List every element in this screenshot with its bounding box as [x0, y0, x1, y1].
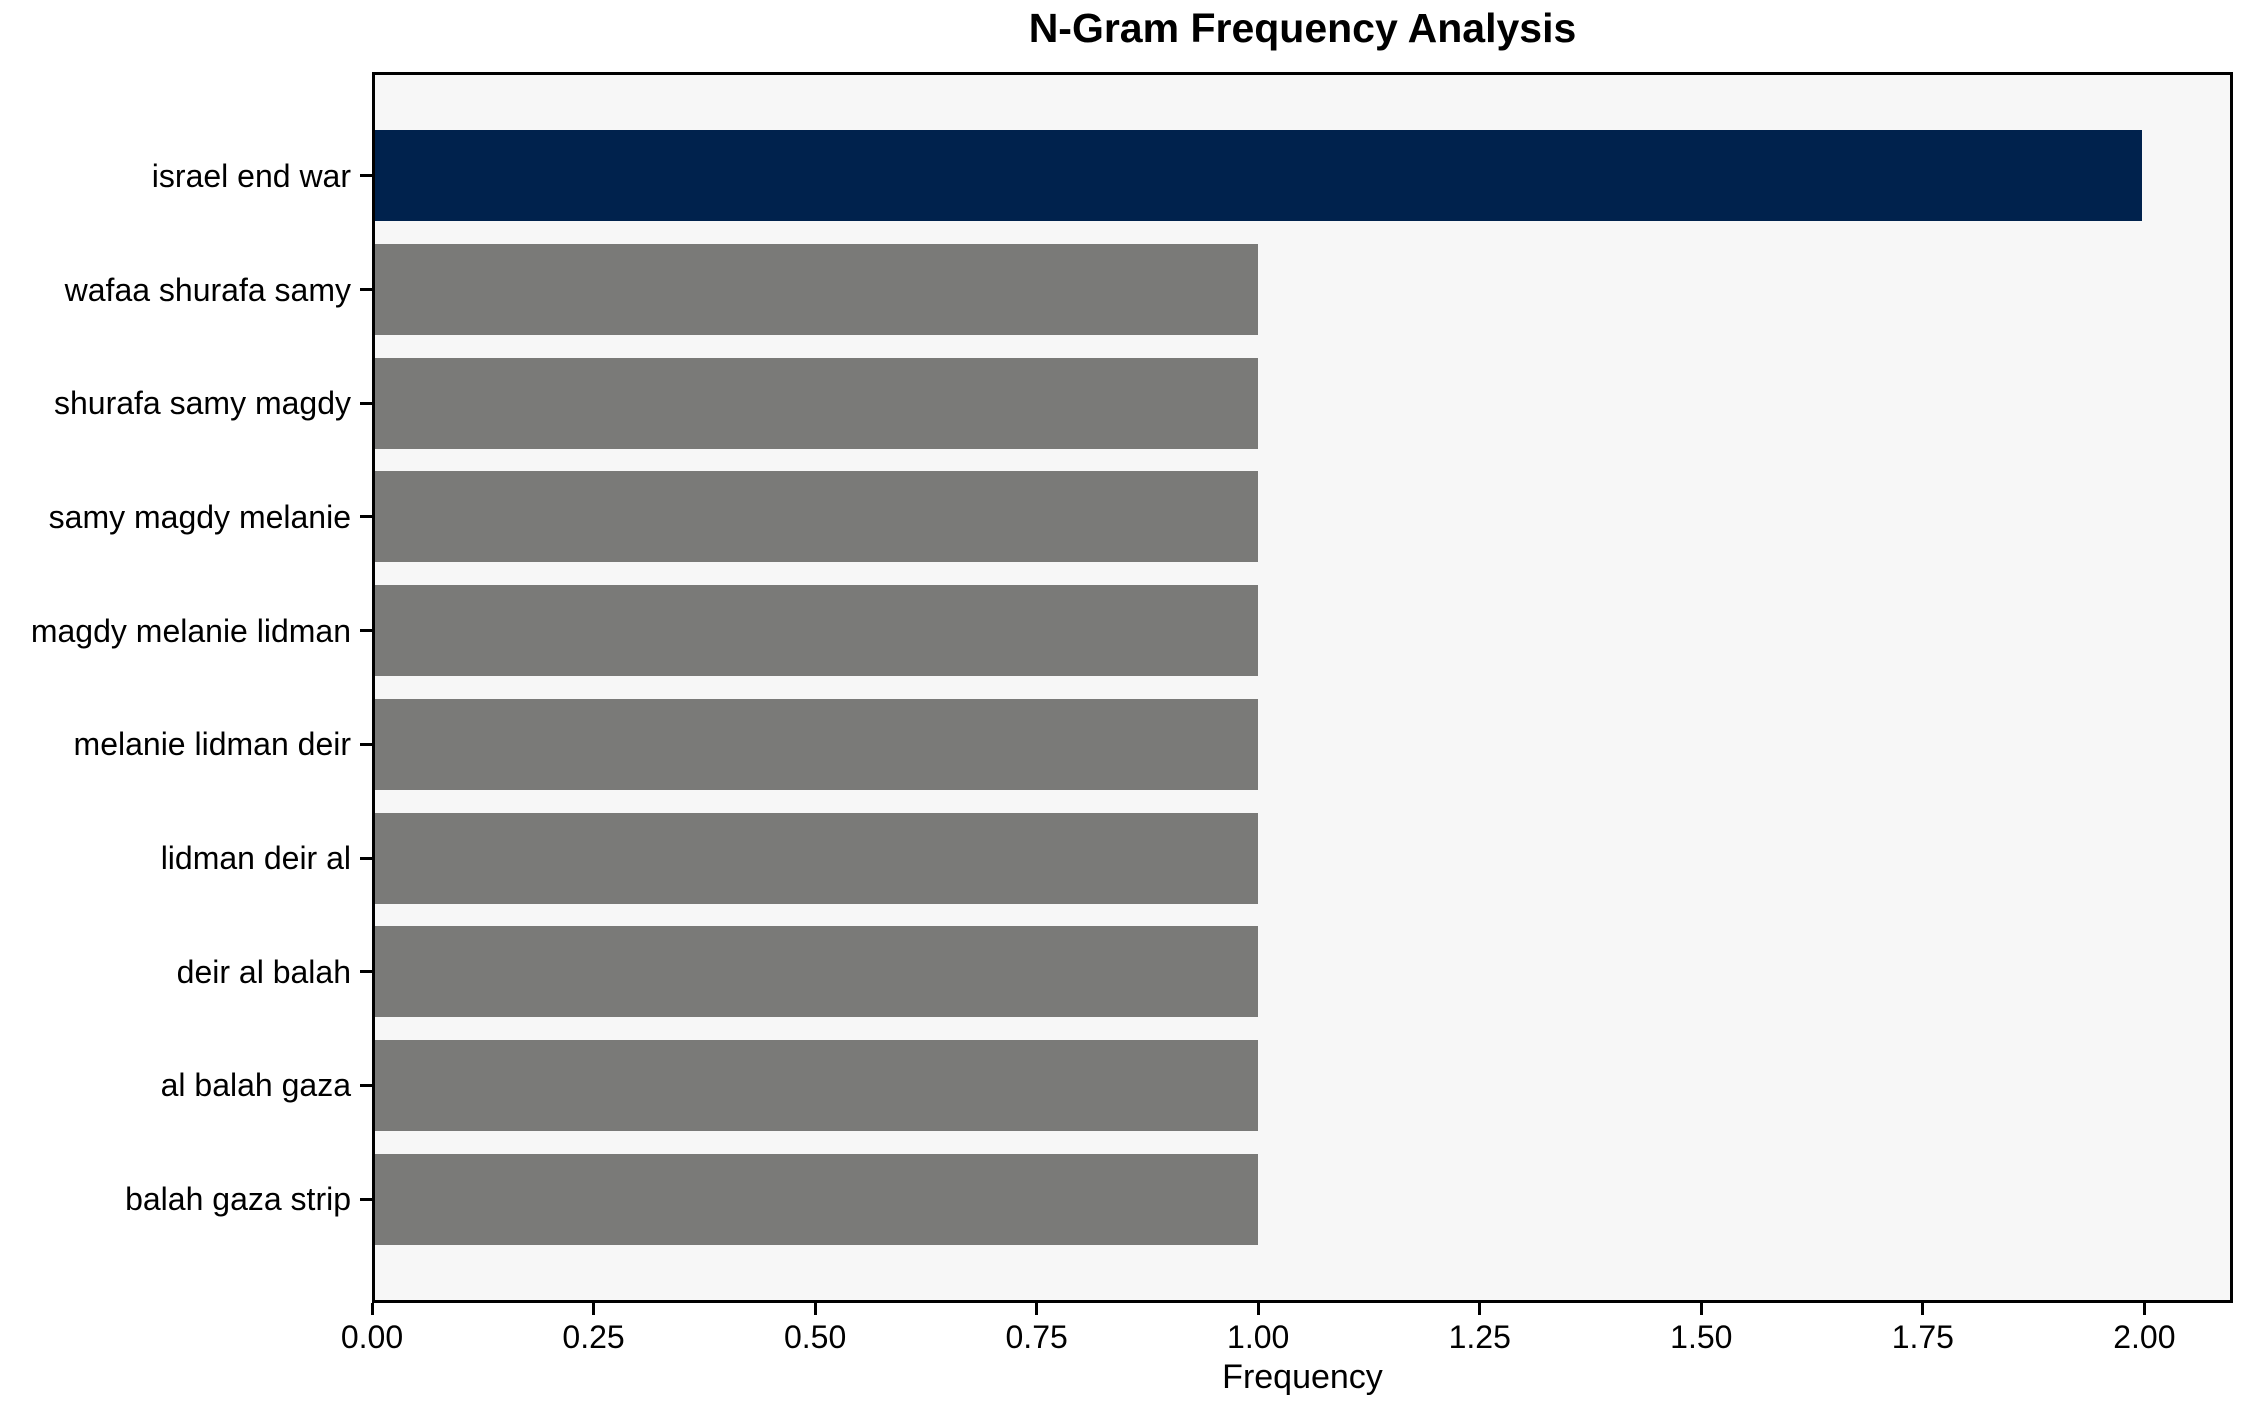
x-tick-label: 1.50 — [1670, 1319, 1733, 1355]
x-axis: 0.00 0.25 0.50 0.75 1.00 1.25 1.50 1.75 2.00 — [341, 1303, 2233, 1373]
y-tick-mark — [360, 515, 372, 519]
bar-row: israel end war — [152, 119, 2230, 233]
chart-title: N-Gram Frequency Analysis — [1028, 5, 1577, 51]
y-tick-label: shurafa samy magdy — [53, 385, 351, 422]
x-tick-label: 1.25 — [1448, 1319, 1511, 1355]
x-tick-mark — [1035, 1303, 1039, 1315]
x-tick-label: 1.00 — [1227, 1319, 1290, 1355]
x-tick-label: 0.25 — [562, 1319, 625, 1355]
y-tick-mark — [360, 856, 372, 860]
y-tick-label: deir al balah — [176, 953, 351, 990]
y-tick-mark — [360, 742, 372, 746]
y-tick-label: lidman deir al — [160, 840, 351, 877]
y-tick-label: israel end war — [151, 157, 351, 194]
x-tick-label: 2.00 — [2113, 1319, 2176, 1355]
y-tick-mark — [360, 401, 372, 405]
y-tick-mark — [360, 970, 372, 974]
x-tick-mark — [1478, 1303, 1482, 1315]
bar-row: wafaa shurafa samy — [65, 233, 2230, 347]
y-tick-mark — [360, 174, 372, 178]
x-tick-mark — [2142, 1303, 2146, 1315]
x-tick-mark — [1921, 1303, 1925, 1315]
plot-area: israel end war wafaa shurafa samy shurafa … — [31, 72, 2233, 1303]
y-tick-label: samy magdy melanie — [48, 498, 351, 535]
x-tick-label: 0.50 — [783, 1319, 847, 1355]
bar-row: shurafa samy magdy — [54, 346, 2230, 460]
x-tick-mark — [1256, 1303, 1260, 1315]
bar — [375, 1153, 1259, 1245]
bar — [375, 357, 1259, 449]
y-tick-mark — [360, 288, 372, 292]
bar-row: al balah gaza — [161, 1029, 2230, 1143]
bars-container: israel end war wafaa shurafa samy shurafa … — [31, 75, 2230, 1300]
x-tick-mark — [592, 1303, 596, 1315]
bar-row: balah gaza strip — [125, 1142, 2230, 1256]
bar — [375, 926, 1259, 1018]
bar — [375, 471, 1259, 563]
x-axis-label: Frequency — [1222, 1358, 1383, 1396]
bar — [375, 130, 2142, 222]
y-tick-label: al balah gaza — [160, 1067, 351, 1104]
x-tick-label: 0.75 — [1005, 1319, 1068, 1355]
y-tick-label: melanie lidman deir — [73, 726, 351, 763]
bar — [375, 698, 1259, 790]
y-tick-label: balah gaza strip — [125, 1181, 351, 1218]
bar-row: deir al balah — [177, 915, 2230, 1029]
x-tick-mark — [813, 1303, 817, 1315]
bar — [375, 244, 1259, 336]
y-tick-label: magdy melanie lidman — [30, 612, 351, 649]
y-tick-label: wafaa shurafa samy — [64, 271, 351, 308]
x-tick-mark — [370, 1303, 374, 1315]
x-tick-label: 0.00 — [340, 1319, 404, 1355]
bar-row: melanie lidman deir — [74, 688, 2230, 802]
bar-row: lidman deir al — [161, 801, 2230, 915]
x-tick-mark — [1699, 1303, 1703, 1315]
bar — [375, 812, 1259, 904]
bar — [375, 1039, 1259, 1131]
x-tick-label: 1.75 — [1891, 1319, 1954, 1355]
y-tick-mark — [360, 1083, 372, 1087]
bar — [375, 585, 1259, 677]
bar-row: samy magdy melanie — [49, 460, 2230, 574]
y-tick-mark — [360, 629, 372, 633]
y-tick-mark — [360, 1197, 372, 1201]
bar-row: magdy melanie lidman — [31, 574, 2230, 688]
